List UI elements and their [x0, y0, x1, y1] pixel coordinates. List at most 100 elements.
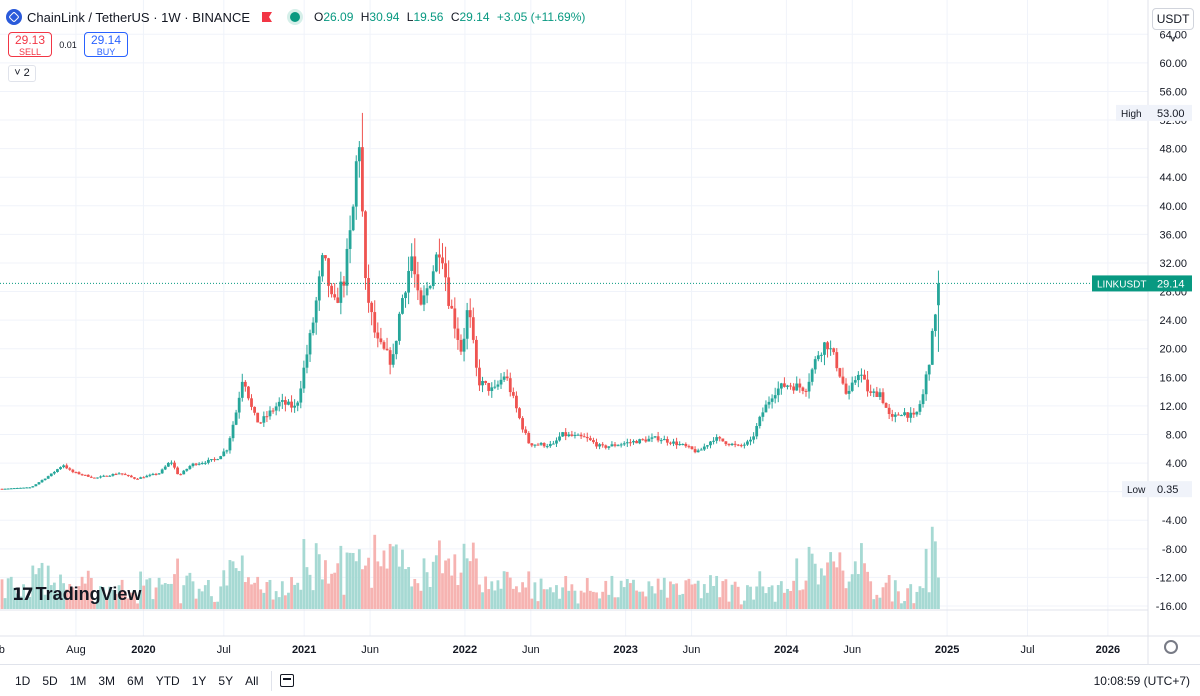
candle-body — [31, 486, 35, 488]
candle — [844, 378, 848, 395]
candle-body — [767, 401, 771, 405]
buy-button[interactable]: 29.14 BUY — [84, 32, 128, 57]
range-5y[interactable]: 5Y — [218, 673, 234, 688]
candle — [776, 381, 780, 403]
candle — [721, 438, 725, 442]
candle-body — [601, 444, 605, 446]
range-5d[interactable]: 5D — [42, 673, 58, 688]
candle-body — [434, 254, 438, 272]
volume-bar — [779, 581, 783, 609]
volume-bar — [265, 582, 269, 609]
flag-icon[interactable] — [262, 12, 272, 22]
volume-bar — [733, 581, 737, 609]
low-marker-value: 0.35 — [1157, 484, 1178, 496]
candle-body — [893, 414, 897, 417]
range-3m[interactable]: 3M — [98, 673, 116, 688]
sell-button[interactable]: 29.13 SELL — [8, 32, 52, 57]
candle-body — [404, 292, 407, 299]
candle — [296, 400, 300, 412]
candle-body — [829, 348, 833, 350]
candle — [43, 478, 47, 481]
volume-bar — [656, 578, 660, 609]
volume-bar — [592, 591, 595, 609]
candle-body — [191, 463, 195, 467]
volume-bar — [336, 563, 340, 609]
volume-bar — [690, 584, 694, 609]
candle — [696, 448, 700, 453]
candle — [921, 389, 925, 408]
candle-body — [481, 381, 484, 386]
symbol-title[interactable]: ChainLink / TetherUS · 1W · BINANCE — [27, 9, 250, 25]
candle-body — [194, 463, 198, 465]
candle-body — [918, 404, 922, 412]
volume-bar — [850, 574, 854, 609]
volume-bar — [632, 579, 635, 609]
range-ytd[interactable]: YTD — [155, 673, 180, 688]
range-6m[interactable]: 6M — [127, 673, 144, 688]
y-tick-label: 8.00 — [1166, 429, 1187, 441]
candle — [129, 474, 133, 478]
candle — [742, 442, 746, 449]
candle — [441, 243, 444, 270]
candle — [62, 464, 66, 469]
candle-body — [585, 436, 589, 439]
volume-bar — [884, 582, 888, 609]
candle — [123, 472, 127, 476]
y-tick-label: 20.00 — [1159, 344, 1187, 356]
volume-bar — [22, 584, 25, 609]
candle-body — [114, 474, 118, 476]
volume-bar — [56, 592, 59, 609]
candle — [83, 474, 87, 476]
candle — [382, 340, 386, 351]
volume-bar — [166, 583, 170, 609]
candle — [727, 443, 731, 447]
candle-body — [166, 462, 170, 467]
candle-body — [533, 444, 537, 446]
indicator-collapse-button[interactable]: ˅ 2 — [8, 65, 36, 82]
go-to-date-icon[interactable] — [280, 674, 295, 687]
currency-select[interactable]: USDT ˅ — [1152, 8, 1194, 46]
candle-body — [588, 438, 592, 441]
candle — [0, 488, 4, 490]
volume-bar — [508, 577, 512, 609]
candle-body — [117, 473, 121, 475]
range-1d[interactable]: 1D — [15, 673, 31, 688]
range-all[interactable]: All — [245, 673, 259, 688]
tradingview-logo[interactable]: 17 TradingView — [12, 584, 142, 605]
volume-bar — [844, 588, 848, 609]
price-chart[interactable]: 64.0060.0056.0052.0048.0044.0040.0036.00… — [0, 0, 1200, 664]
candle-body — [9, 488, 13, 490]
range-1y[interactable]: 1Y — [191, 673, 207, 688]
volume-bar — [798, 590, 802, 609]
candle — [816, 351, 820, 362]
settings-gear-icon[interactable] — [1164, 640, 1178, 654]
candle-body — [71, 469, 75, 473]
candle — [34, 484, 38, 487]
candle-body — [681, 443, 685, 445]
candle-body — [850, 382, 854, 391]
candle — [835, 348, 839, 372]
market-status-icon[interactable] — [290, 12, 300, 22]
volume-bar — [65, 589, 69, 609]
candle — [496, 380, 500, 390]
candle-body — [151, 473, 155, 475]
candle — [807, 373, 811, 399]
candle — [247, 385, 250, 401]
candle-body — [496, 384, 500, 387]
candle — [219, 455, 223, 460]
volume-bar — [810, 553, 814, 609]
candle-body — [342, 281, 346, 286]
volume-bar — [561, 587, 565, 609]
volume-bar — [83, 583, 87, 609]
candle-body — [336, 297, 340, 303]
candle-body — [237, 397, 241, 413]
clock[interactable]: 10:08:59 (UTC+7) — [1093, 673, 1190, 688]
range-1m[interactable]: 1M — [69, 673, 87, 688]
candle-body — [444, 263, 447, 278]
candle-body — [468, 310, 472, 318]
volume-bar — [102, 587, 106, 609]
candle — [52, 470, 56, 475]
volume-bar — [123, 591, 127, 609]
candle — [893, 412, 897, 423]
candle — [431, 265, 435, 290]
